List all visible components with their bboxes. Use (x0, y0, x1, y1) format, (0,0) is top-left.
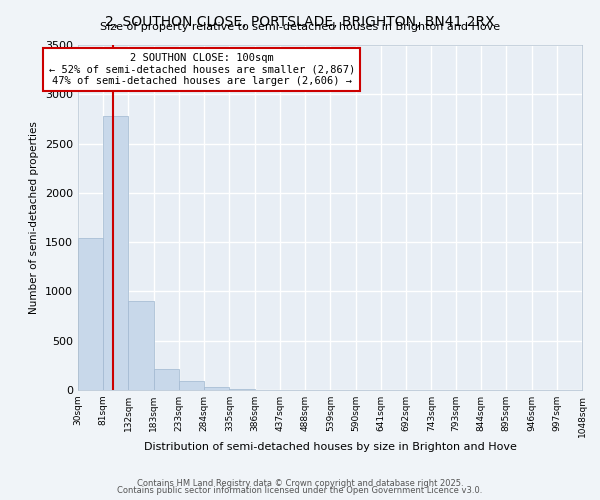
Bar (103, 116, 128, 390)
Text: Contains HM Land Registry data © Crown copyright and database right 2025.: Contains HM Land Registry data © Crown c… (137, 478, 463, 488)
Bar (229, 389, 255, 390)
Y-axis label: Number of semi-detached properties: Number of semi-detached properties (29, 121, 40, 314)
Bar (179, 381, 204, 390)
Text: Contains public sector information licensed under the Open Government Licence v3: Contains public sector information licen… (118, 486, 482, 495)
Text: 2, SOUTHON CLOSE, PORTSLADE, BRIGHTON, BN41 2RX: 2, SOUTHON CLOSE, PORTSLADE, BRIGHTON, B… (105, 15, 495, 29)
Bar (204, 386, 229, 390)
Text: Size of property relative to semi-detached houses in Brighton and Hove: Size of property relative to semi-detach… (100, 22, 500, 32)
Bar (128, 302, 154, 390)
Bar (154, 369, 179, 390)
Text: 2 SOUTHON CLOSE: 100sqm
← 52% of semi-detached houses are smaller (2,867)
47% of: 2 SOUTHON CLOSE: 100sqm ← 52% of semi-de… (49, 53, 355, 86)
X-axis label: Distribution of semi-detached houses by size in Brighton and Hove: Distribution of semi-detached houses by … (143, 442, 517, 452)
Bar (78, 238, 103, 390)
